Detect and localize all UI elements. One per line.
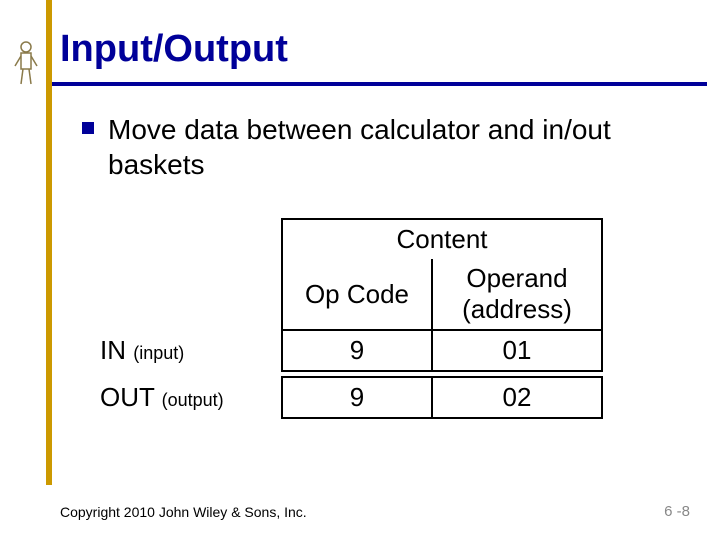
row-label-sub: (input) xyxy=(133,343,184,363)
opcode-table: Content Op Code Operand (address) IN (in… xyxy=(92,218,603,419)
row-label-sub: (output) xyxy=(162,390,224,410)
header-content: Content xyxy=(282,219,602,259)
table-row: IN (input) 9 01 xyxy=(92,330,602,371)
bullet-text: Move data between calculator and in/out … xyxy=(108,112,642,182)
square-bullet-icon xyxy=(82,122,94,134)
title-underline xyxy=(52,82,707,86)
header-operand-line2: (address) xyxy=(462,294,572,324)
header-operand: Operand (address) xyxy=(432,259,602,330)
person-icon xyxy=(12,40,40,88)
row-label-main: OUT xyxy=(100,382,162,412)
copyright-text: Copyright 2010 John Wiley & Sons, Inc. xyxy=(60,504,307,520)
header-opcode: Op Code xyxy=(282,259,432,330)
cell-operand: 01 xyxy=(432,330,602,371)
bullet-item: Move data between calculator and in/out … xyxy=(82,112,642,182)
cell-opcode: 9 xyxy=(282,377,432,418)
bullet-list: Move data between calculator and in/out … xyxy=(82,112,642,182)
page-number: 6 -8 xyxy=(664,503,690,520)
cell-operand: 02 xyxy=(432,377,602,418)
vertical-accent-stripe xyxy=(46,0,52,485)
table-row: OUT (output) 9 02 xyxy=(92,377,602,418)
row-label-main: IN xyxy=(100,335,133,365)
cell-opcode: 9 xyxy=(282,330,432,371)
header-operand-line1: Operand xyxy=(466,263,567,293)
slide-title: Input/Output xyxy=(60,28,288,71)
